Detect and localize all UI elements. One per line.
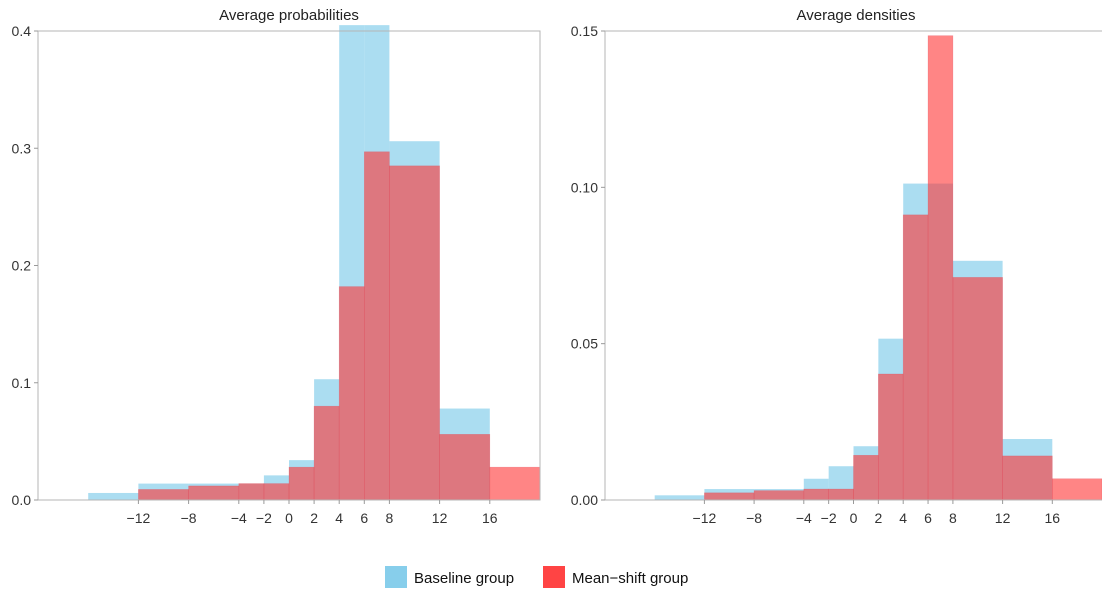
y-tick-label: 0.4 (12, 23, 32, 39)
bar-mean-shift (439, 434, 491, 501)
x-tick-label: 0 (850, 510, 858, 526)
x-axis: −12 −8 −4 −2 0 2 4 6 8 12 16 (127, 500, 498, 526)
x-tick-label: 16 (1045, 510, 1061, 526)
legend-label-mean-shift: Mean−shift group (572, 570, 688, 587)
y-tick-label: 0.10 (571, 179, 598, 195)
x-tick-label: 4 (899, 510, 907, 526)
x-axis: −12 −8 −4 −2 0 2 4 6 8 12 16 (693, 500, 1061, 526)
bar-baseline (654, 495, 705, 500)
panel-average-probabilities: Average probabilities 0.0 0.1 0.2 0.3 0.4 −1… (12, 7, 541, 526)
x-tick-label: −4 (796, 510, 812, 526)
x-tick-label: −8 (746, 510, 762, 526)
legend: Baseline group Mean−shift group (385, 566, 688, 588)
plot-frame (604, 30, 1102, 501)
bar-mean-shift (803, 488, 829, 501)
x-tick-label: −12 (127, 510, 151, 526)
y-tick-label: 0.0 (12, 492, 32, 508)
x-tick-label: 16 (482, 510, 498, 526)
bar-mean-shift (489, 466, 541, 501)
y-tick-label: 0.3 (12, 140, 32, 156)
y-tick-label: 0.1 (12, 375, 32, 391)
legend-swatch-baseline (385, 566, 407, 588)
x-tick-label: 0 (285, 510, 293, 526)
bar-mean-shift (338, 286, 365, 501)
bar-mean-shift (138, 489, 189, 501)
chart-title: Average densities (797, 7, 916, 24)
y-axis: 0.00 0.05 0.10 0.15 (571, 23, 605, 508)
bar-mean-shift (188, 485, 240, 501)
y-axis: 0.0 0.1 0.2 0.3 0.4 (12, 23, 38, 508)
legend-label-baseline: Baseline group (414, 570, 514, 587)
bar-baseline (88, 492, 139, 500)
x-tick-label: −8 (181, 510, 197, 526)
x-tick-label: 6 (360, 510, 368, 526)
bar-mean-shift (753, 490, 805, 501)
bar-mean-shift (263, 483, 290, 501)
bar-mean-shift (927, 35, 954, 501)
bar-mean-shift (828, 488, 854, 501)
x-tick-label: 4 (335, 510, 343, 526)
y-tick-label: 0.00 (571, 492, 598, 508)
panel-average-densities: Average densities 0.00 0.05 0.10 0.15 −12 −8… (571, 7, 1102, 526)
x-tick-label: 12 (995, 510, 1011, 526)
x-tick-label: 6 (924, 510, 932, 526)
bar-mean-shift (1002, 455, 1053, 501)
x-tick-label: 8 (949, 510, 957, 526)
bar-mean-shift (363, 151, 390, 501)
x-tick-label: −12 (693, 510, 717, 526)
bar-mean-shift (704, 492, 755, 501)
x-tick-label: 2 (874, 510, 882, 526)
bars-layer (88, 25, 541, 501)
bar-mean-shift (1052, 478, 1102, 501)
legend-swatch-mean-shift (543, 566, 565, 588)
x-tick-label: 8 (386, 510, 394, 526)
x-tick-label: 12 (432, 510, 448, 526)
x-tick-label: −4 (231, 510, 247, 526)
bar-mean-shift (238, 483, 265, 501)
bar-mean-shift (878, 373, 904, 501)
bar-mean-shift (902, 214, 929, 501)
chart-title: Average probabilities (219, 7, 359, 24)
bar-mean-shift (952, 277, 1003, 501)
bar-mean-shift (853, 454, 879, 501)
x-tick-label: −2 (821, 510, 837, 526)
bars-layer (654, 35, 1102, 501)
bar-mean-shift (288, 466, 315, 501)
x-tick-label: −2 (256, 510, 272, 526)
y-tick-label: 0.15 (571, 23, 598, 39)
bar-mean-shift (389, 165, 440, 501)
bar-mean-shift (313, 405, 340, 501)
y-tick-label: 0.05 (571, 336, 598, 352)
x-tick-label: 2 (310, 510, 318, 526)
y-tick-label: 0.2 (12, 258, 32, 274)
